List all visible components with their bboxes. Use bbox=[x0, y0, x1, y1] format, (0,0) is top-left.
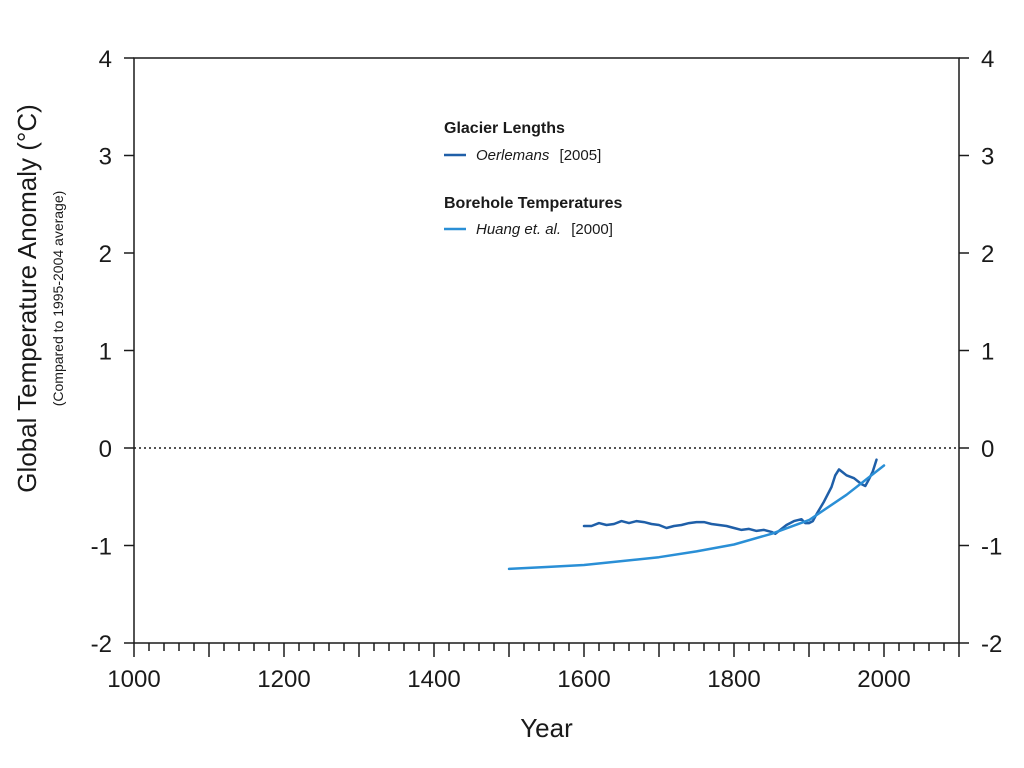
legend-entry-borehole-author: Huang et. al. bbox=[476, 221, 561, 238]
x-tick-label: 1400 bbox=[407, 666, 460, 693]
axes-layer bbox=[133, 57, 960, 644]
legend-entry-borehole: Huang et. al. [2000] bbox=[476, 221, 613, 238]
y-tick-label-left: 0 bbox=[99, 436, 112, 463]
y-tick-label-right: -2 bbox=[981, 631, 1002, 658]
y-axis-title-group: Global Temperature Anomaly (°C) (Compare… bbox=[12, 104, 66, 493]
y-tick-label-right: 3 bbox=[981, 144, 994, 171]
y-tick-label-right: 4 bbox=[981, 46, 994, 73]
x-tick-label: 1600 bbox=[557, 666, 610, 693]
x-tick-label: 1200 bbox=[257, 666, 310, 693]
y-axis-subtitle: (Compared to 1995-2004 average) bbox=[50, 191, 66, 407]
y-tick-label-left: 1 bbox=[99, 339, 112, 366]
ticks-layer: -2 -2 -1 -1 0 0 1 1 2 2 3 3 4 4 1000 1200 1400 1600 1800 20… bbox=[91, 46, 1003, 693]
x-axis-title: Year bbox=[520, 713, 573, 743]
legend-entry-glacier-ref: [2005] bbox=[560, 147, 602, 164]
plot-frame bbox=[133, 57, 960, 644]
legend-entry-glacier: Oerlemans [2005] bbox=[476, 147, 601, 164]
y-tick-label-left: -2 bbox=[91, 631, 112, 658]
legend-group-title-borehole: Borehole Temperatures bbox=[444, 195, 623, 212]
y-tick-label-left: -1 bbox=[91, 534, 112, 561]
y-tick-label-left: 3 bbox=[99, 144, 112, 171]
y-tick-label-left: 4 bbox=[99, 46, 112, 73]
legend-entry-borehole-ref: [2000] bbox=[571, 221, 613, 238]
y-tick-label-left: 2 bbox=[99, 241, 112, 268]
x-tick-label: 2000 bbox=[857, 666, 910, 693]
series-line-huang bbox=[507, 464, 886, 571]
y-tick-label-right: 2 bbox=[981, 241, 994, 268]
legend: Glacier Lengths Oerlemans [2005] Borehol… bbox=[444, 120, 623, 238]
series-line-oerlemans bbox=[582, 458, 878, 536]
y-tick-label-right: 1 bbox=[981, 339, 994, 366]
x-tick-label: 1000 bbox=[107, 666, 160, 693]
y-tick-label-right: -1 bbox=[981, 534, 1002, 561]
legend-group-title-glacier: Glacier Lengths bbox=[444, 120, 565, 137]
series-layer bbox=[507, 458, 886, 571]
y-tick-label-right: 0 bbox=[981, 436, 994, 463]
legend-entry-glacier-author: Oerlemans bbox=[476, 147, 550, 164]
x-tick-label: 1800 bbox=[707, 666, 760, 693]
y-axis-title: Global Temperature Anomaly (°C) bbox=[12, 104, 42, 493]
